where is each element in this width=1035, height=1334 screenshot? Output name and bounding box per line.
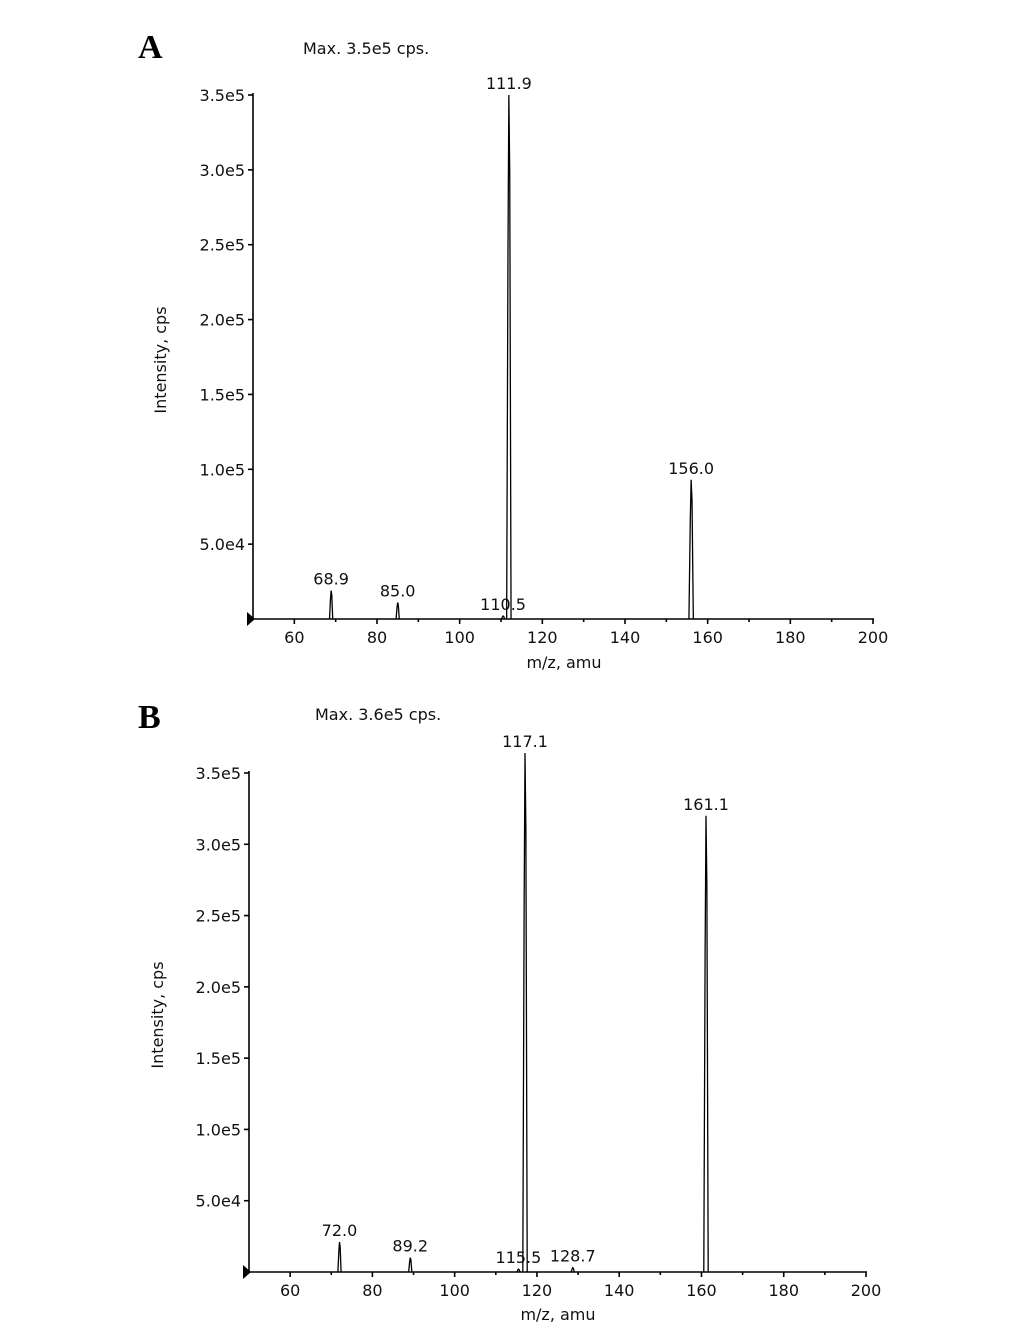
x-tick-label: 140 — [604, 1281, 635, 1300]
y-tick-label: 1.5e5 — [196, 1049, 241, 1068]
chart-title: Max. 3.6e5 cps. — [315, 705, 441, 724]
peak-label: 110.5 — [480, 595, 526, 614]
x-axis-label: m/z, amu — [526, 653, 601, 672]
x-tick-label: 140 — [610, 628, 641, 647]
y-tick-label: 3.5e5 — [200, 86, 245, 105]
x-tick-label: 80 — [362, 1281, 382, 1300]
y-tick-label: 3.0e5 — [200, 161, 245, 180]
x-tick-label: 120 — [522, 1281, 553, 1300]
y-axis-label: Intensity, cps — [151, 306, 170, 413]
peak-label: 68.9 — [313, 570, 349, 589]
x-tick-label: 80 — [367, 628, 387, 647]
x-tick-label: 180 — [768, 1281, 799, 1300]
peak — [506, 94, 512, 620]
x-tick-label: 200 — [851, 1281, 882, 1300]
peak-label: 161.1 — [683, 795, 729, 814]
peak-label: 128.7 — [550, 1247, 596, 1266]
y-tick-label: 2.5e5 — [200, 236, 245, 255]
peak-label: 85.0 — [380, 582, 416, 601]
y-tick-label: 2.0e5 — [200, 311, 245, 330]
y-tick-label: 1.0e5 — [200, 460, 245, 479]
x-tick-label: 120 — [527, 628, 558, 647]
chart-panel-a: A Max. 3.5e5 cps. 60 80 100 120 140 160 180 200 5.… — [138, 29, 888, 672]
y-axis-label: Intensity, cps — [148, 961, 167, 1068]
chart-title: Max. 3.5e5 cps. — [303, 39, 429, 58]
peak — [522, 753, 528, 1273]
peak — [407, 1257, 413, 1273]
y-tick-label: 5.0e4 — [196, 1192, 241, 1211]
panel-label: A — [138, 29, 163, 66]
y-tick-label: 1.0e5 — [196, 1120, 241, 1139]
panel-label: B — [138, 699, 161, 736]
peak-label: 115.5 — [496, 1248, 542, 1267]
peak — [516, 1268, 521, 1273]
y-tick-label: 5.0e4 — [200, 535, 245, 554]
x-tick-label: 100 — [444, 628, 475, 647]
y-tick-label: 3.5e5 — [196, 764, 241, 783]
x-tick-label: 160 — [686, 1281, 717, 1300]
peak — [500, 615, 506, 620]
x-tick-label: 200 — [858, 628, 889, 647]
peak-label: 156.0 — [668, 459, 714, 478]
peak-label: 111.9 — [486, 74, 532, 93]
y-tick-label: 2.5e5 — [196, 907, 241, 926]
x-tick-label: 180 — [775, 628, 806, 647]
y-tick-label: 2.0e5 — [196, 978, 241, 997]
peak-label: 72.0 — [322, 1221, 358, 1240]
peak — [395, 602, 400, 620]
peak — [703, 815, 709, 1273]
peak-label: 117.1 — [502, 732, 548, 751]
peak — [688, 479, 694, 620]
x-axis-label: m/z, amu — [520, 1305, 595, 1324]
peak — [337, 1241, 342, 1273]
peak — [570, 1266, 575, 1273]
x-tick-label: 100 — [439, 1281, 470, 1300]
axis-marker-icon — [243, 1265, 251, 1279]
y-tick-label: 3.0e5 — [196, 835, 241, 854]
x-tick-label: 160 — [692, 628, 723, 647]
peak-label: 89.2 — [392, 1237, 428, 1256]
peak — [328, 590, 334, 620]
chart-panel-b: B Max. 3.6e5 cps. 60 80 100 120 140 160 180 200 5.… — [138, 699, 881, 1324]
x-tick-label: 60 — [284, 628, 304, 647]
x-tick-label: 60 — [280, 1281, 300, 1300]
axis-marker-icon — [247, 612, 255, 626]
y-tick-label: 1.5e5 — [200, 385, 245, 404]
